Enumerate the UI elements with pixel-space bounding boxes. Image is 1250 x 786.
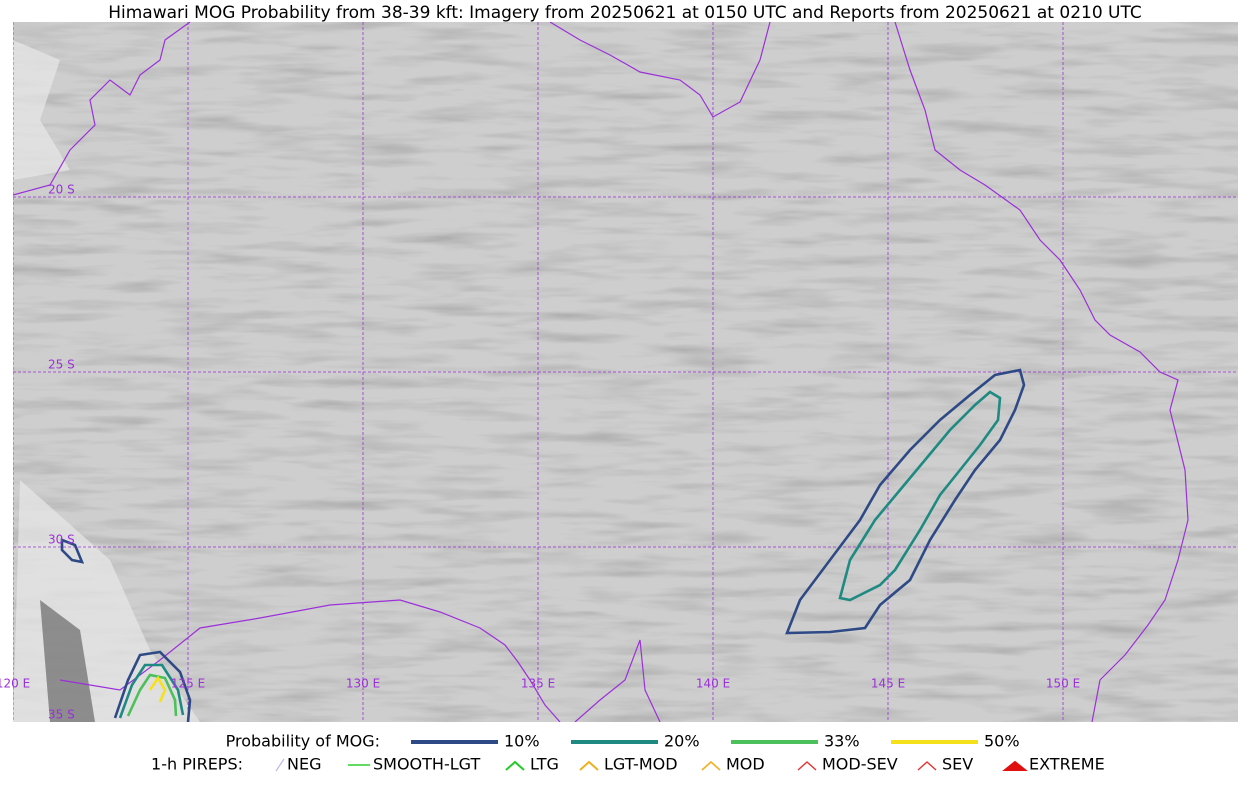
pirep-symbol — [1002, 760, 1028, 771]
pirep-symbol — [579, 760, 599, 771]
pirep-symbol — [797, 761, 817, 771]
graticule — [13, 22, 1238, 722]
pirep-label: NEG — [287, 755, 321, 774]
contour — [838, 390, 1002, 602]
contours — [60, 368, 1026, 722]
lon-label: 145 E — [871, 677, 905, 691]
lon-label: 130 E — [346, 677, 380, 691]
pirep-label: SMOOTH-LGT — [373, 755, 480, 774]
pirep-label: LTG — [530, 755, 559, 774]
pirep-label: LGT-MOD — [604, 755, 678, 774]
legend: Probability of MOG: 10% 20% 33% 50% 1-h PIREP… — [151, 732, 1105, 774]
legend-title: 1-h PIREPS: — [151, 755, 243, 774]
pirep-label: MOD — [726, 755, 765, 774]
contour — [60, 538, 85, 564]
pirep-symbol — [917, 761, 937, 771]
lon-label: 135 E — [521, 677, 555, 691]
title: Himawari MOG Probability from 38-39 kft:… — [108, 3, 1142, 23]
map: 20 S 25 S 30 S 35 S — [13, 22, 1238, 722]
contour — [118, 663, 185, 719]
dark-cloud — [40, 600, 95, 722]
lat-label: 35 S — [48, 708, 75, 722]
legend-label: 33% — [824, 732, 860, 751]
legend-label: 20% — [664, 732, 700, 751]
contour — [785, 368, 1026, 635]
legend-title: Probability of MOG: — [226, 732, 380, 751]
lat-label: 20 S — [48, 183, 75, 197]
bright-cloud — [13, 40, 200, 722]
pirep-symbol — [701, 760, 721, 771]
lat-label: 25 S — [48, 358, 75, 372]
pirep-symbol — [275, 758, 285, 772]
lon-label: 120 E — [0, 677, 30, 691]
legend-label: 50% — [984, 732, 1020, 751]
contour — [113, 650, 192, 722]
pirep-label: EXTREME — [1029, 755, 1105, 774]
coastline — [13, 22, 1189, 722]
legend-label: 10% — [504, 732, 540, 751]
lon-label: 150 E — [1046, 677, 1080, 691]
lon-label: 125 E — [171, 677, 205, 691]
contour — [148, 675, 167, 703]
pirep-symbol — [505, 760, 525, 771]
lon-label: 140 E — [696, 677, 730, 691]
pirep-label: SEV — [942, 755, 973, 774]
lat-label: 30 S — [48, 533, 75, 547]
pirep-label: MOD-SEV — [822, 755, 898, 774]
